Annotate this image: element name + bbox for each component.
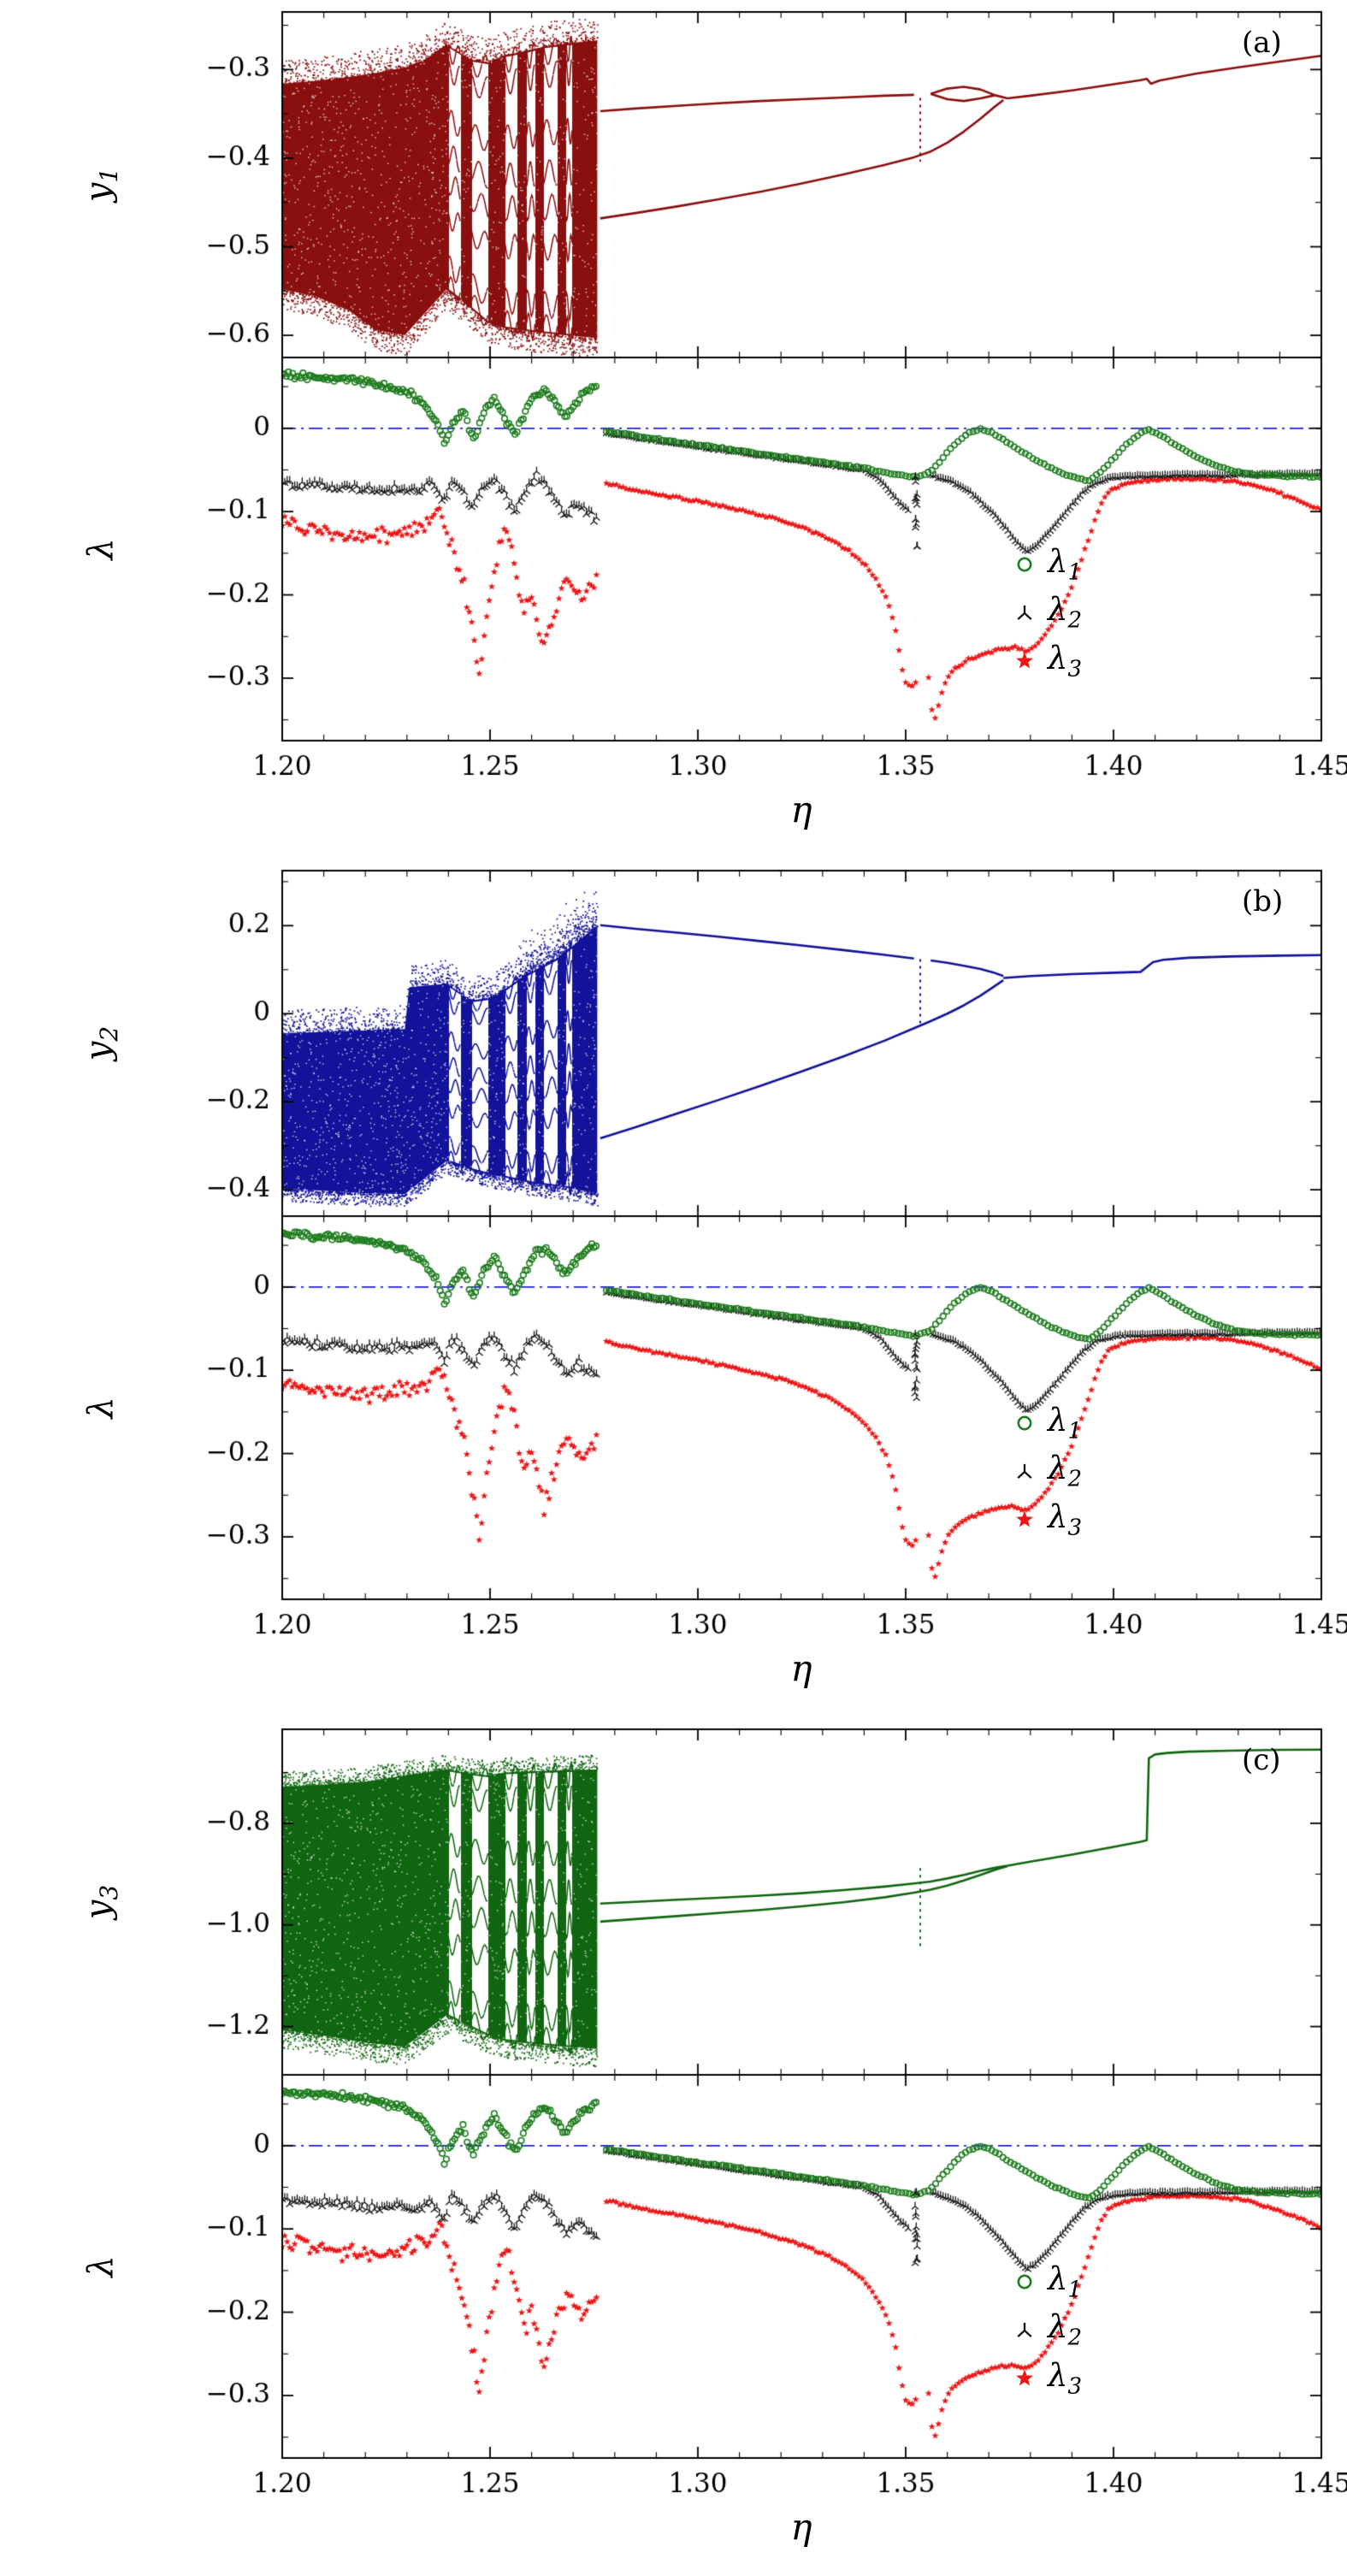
panel-a-x-axis-label: η (790, 789, 812, 830)
legend-label-lambda2: λ2 (1048, 591, 1082, 634)
legend-item-lambda2: λ2 (1013, 591, 1082, 634)
panel-b-tag: (b) (1242, 884, 1284, 919)
legend-label-lambda2: λ2 (1048, 1450, 1082, 1492)
panel-a-legend: λ1 λ2 λ3 (1013, 546, 1082, 680)
legend-item-lambda2: λ2 (1013, 1450, 1082, 1492)
panel-b: (b) y2 λ η λ1 λ2 λ3 (0, 859, 1347, 1717)
legend-item-lambda2: λ2 (1013, 2311, 1082, 2349)
panel-b-lyapunov-y-axis-label: λ (81, 1397, 121, 1419)
panel-a-chart-canvas (0, 0, 1347, 859)
panel-b-chart-canvas (0, 859, 1347, 1717)
panel-c-bifurcation-y-axis-label: y3 (79, 1884, 123, 1920)
panel-c-lyapunov-y-axis-label: λ (81, 2255, 121, 2278)
lambda1-circle-marker-icon (1013, 553, 1036, 576)
lambda1-circle-marker-icon (1013, 1412, 1036, 1434)
legend-label-lambda1: λ1 (1048, 1402, 1082, 1445)
panel-b-legend: λ1 λ2 λ3 (1013, 1404, 1082, 1539)
lambda3-star-marker-icon (1013, 650, 1036, 672)
panel-c: (c) y3 λ η λ1 λ2 λ3 (0, 1717, 1347, 2576)
panel-c-tag: (c) (1242, 1743, 1281, 1777)
panel-a-bifurcation-y-axis-label: y1 (79, 167, 123, 203)
legend-item-lambda1: λ1 (1013, 1404, 1082, 1442)
lambda2-tri-marker-icon (1013, 2319, 1036, 2342)
panel-c-x-axis-label: η (790, 2506, 812, 2548)
panel-b-x-axis-label: η (790, 1647, 812, 1689)
legend-label-lambda3: λ3 (1048, 1498, 1082, 1541)
legend-label-lambda3: λ3 (1048, 639, 1082, 682)
legend-label-lambda1: λ1 (1048, 2260, 1082, 2303)
legend-item-lambda3: λ3 (1013, 1501, 1082, 1539)
panel-c-legend: λ1 λ2 λ3 (1013, 2263, 1082, 2397)
panel-b-bifurcation-y-axis-label: y2 (79, 1025, 123, 1061)
lambda3-star-marker-icon (1013, 2367, 1036, 2390)
legend-item-lambda3: λ3 (1013, 642, 1082, 680)
lambda2-tri-marker-icon (1013, 602, 1036, 624)
lambda1-circle-marker-icon (1013, 2271, 1036, 2293)
panel-a-tag: (a) (1242, 26, 1282, 60)
lambda2-tri-marker-icon (1013, 1461, 1036, 1483)
legend-item-lambda3: λ3 (1013, 2360, 1082, 2397)
legend-item-lambda1: λ1 (1013, 2263, 1082, 2301)
legend-label-lambda2: λ2 (1048, 2308, 1082, 2351)
panel-c-chart-canvas (0, 1717, 1347, 2576)
legend-label-lambda3: λ3 (1048, 2356, 1082, 2400)
legend-item-lambda1: λ1 (1013, 546, 1082, 583)
panel-a-lyapunov-y-axis-label: λ (81, 538, 121, 560)
legend-label-lambda1: λ1 (1048, 543, 1082, 586)
lambda3-star-marker-icon (1013, 1509, 1036, 1531)
panel-a: (a) y1 λ η λ1 λ2 λ3 (0, 0, 1347, 859)
